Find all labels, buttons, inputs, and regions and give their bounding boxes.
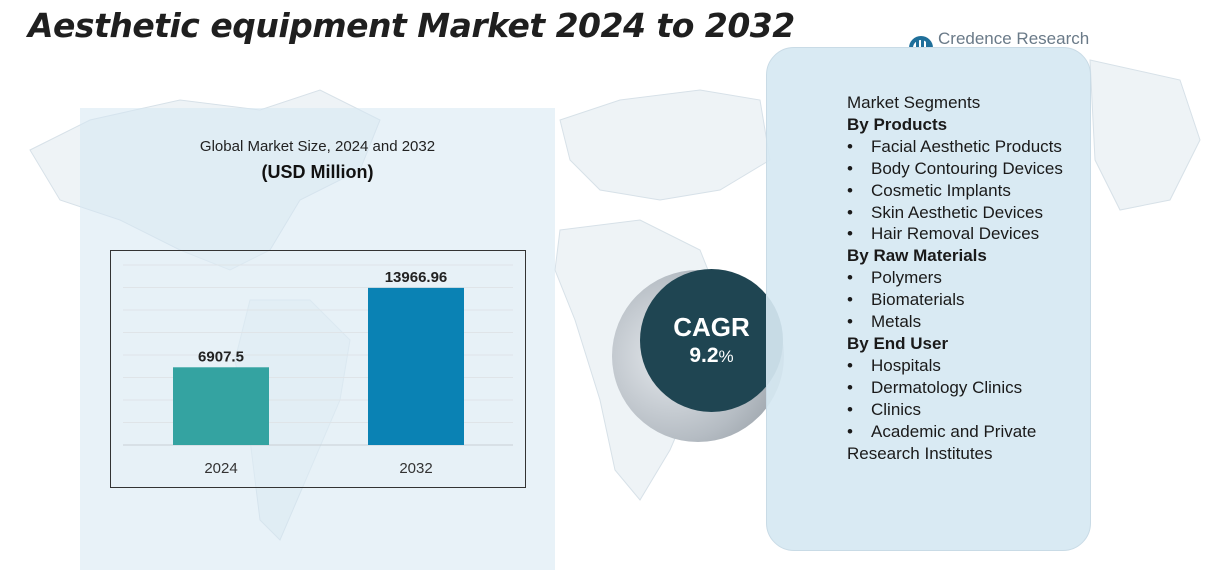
segment-item: • Biomaterials xyxy=(847,290,965,310)
segment-item: • Facial Aesthetic Products xyxy=(847,136,1062,156)
segments-panel xyxy=(766,47,1091,551)
segment-item: • Academic and Private Research Institute… xyxy=(847,421,1037,463)
segment-item: • Metals xyxy=(847,312,922,332)
data-label: 6907.5 xyxy=(198,348,244,365)
segments-list: Market Segments By Products • Facial Aest… xyxy=(847,92,1085,464)
credence-research-logo: Credence Research xyxy=(908,28,1089,50)
x-tick-label: 2024 xyxy=(204,460,237,477)
bar-2024 xyxy=(173,367,269,445)
bar-chart: 6907.5 2024 13966.96 2032 xyxy=(110,250,526,488)
logo-text: Credence Research xyxy=(938,29,1090,48)
cagr-label: CAGR xyxy=(673,312,750,342)
segment-item: • Cosmetic Implants xyxy=(847,180,1011,200)
cagr-value: 9.2 xyxy=(689,344,719,367)
bar-chart-svg: 6907.5 2024 13966.96 2032 xyxy=(123,264,513,477)
cagr-value-line: 9.2% xyxy=(689,343,733,370)
segment-group-title: By End User xyxy=(847,333,949,353)
cagr-unit: % xyxy=(718,347,734,366)
segment-item: • Clinics xyxy=(847,399,922,419)
market-size-panel xyxy=(80,108,555,570)
segment-item: • Dermatology Clinics xyxy=(847,377,1023,397)
segment-item: • Skin Aesthetic Devices xyxy=(847,202,1043,222)
segment-item: • Hospitals xyxy=(847,355,941,375)
segment-group-title: By Raw Materials xyxy=(847,246,987,266)
segment-item: • Polymers xyxy=(847,268,942,288)
segment-group-title: By Products xyxy=(847,114,948,134)
chart-unit: (USD Million) xyxy=(261,162,374,182)
chart-title: Global Market Size, 2024 and 2032 xyxy=(199,138,436,155)
page-title: Aesthetic equipment Market 2024 to 2032 xyxy=(28,6,795,45)
segment-item: • Body Contouring Devices xyxy=(847,158,1063,178)
data-label: 13966.96 xyxy=(385,269,448,286)
bar-2032 xyxy=(368,287,464,445)
credence-research-logo-icon xyxy=(909,36,933,49)
segment-item: • Hair Removal Devices xyxy=(847,224,1040,244)
cagr-badge: CAGR 9.2% xyxy=(640,269,783,412)
x-tick-label: 2032 xyxy=(399,460,432,477)
segments-heading: Market Segments xyxy=(847,93,981,112)
